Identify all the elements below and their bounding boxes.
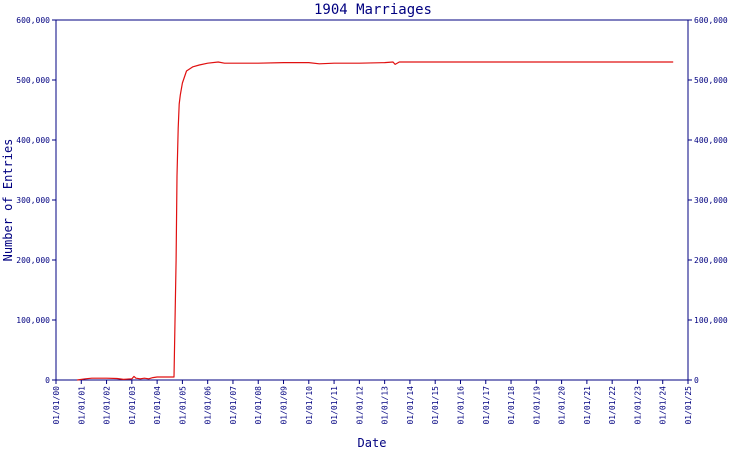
y-tick-label-right: 400,000 [694,136,728,145]
x-axis-label: Date [358,436,387,450]
x-tick-label: 01/01/09 [280,386,289,425]
y-tick-label-left: 200,000 [16,256,50,265]
y-tick-label-left: 500,000 [16,76,50,85]
x-tick-label: 01/01/14 [406,386,415,425]
y-tick-label-right: 600,000 [694,16,728,25]
y-tick-label-right: 300,000 [694,196,728,205]
x-tick-label: 01/01/01 [77,386,86,425]
y-tick-label-right: 500,000 [694,76,728,85]
y-tick-label-left: 100,000 [16,316,50,325]
x-tick-label: 01/01/18 [507,386,516,425]
x-tick-label: 01/01/15 [431,386,440,425]
x-tick-label: 01/01/00 [52,386,61,425]
x-tick-label: 01/01/03 [128,386,137,425]
x-tick-label: 01/01/13 [381,386,390,425]
x-tick-label: 01/01/11 [330,386,339,425]
x-tick-label: 01/01/04 [153,386,162,425]
y-tick-label-left: 600,000 [16,16,50,25]
x-tick-label: 01/01/24 [659,386,668,425]
y-tick-label-right: 100,000 [694,316,728,325]
y-tick-label-left: 0 [45,376,50,385]
x-tick-label: 01/01/21 [583,386,592,425]
x-tick-label: 01/01/02 [103,386,112,425]
plot-frame [55,19,689,381]
x-tick-label: 01/01/16 [456,386,465,425]
x-tick-label: 01/01/07 [229,386,238,425]
x-tick-label: 01/01/22 [608,386,617,425]
x-tick-label: 01/01/12 [355,386,364,425]
x-tick-label: 01/01/06 [204,386,213,425]
x-tick-label: 01/01/10 [305,386,314,425]
y-tick-label-right: 200,000 [694,256,728,265]
x-tick-label: 01/01/25 [684,386,693,425]
y-axis-label: Number of Entries [1,139,15,262]
x-tick-label: 01/01/19 [532,386,541,425]
x-tick-label: 01/01/08 [254,386,263,425]
plot-area: 0 0 100,000 100,000 200,000 200,000 300,000 300… [16,16,728,425]
series-line-entries [77,61,674,381]
x-tick-label: 01/01/20 [558,386,567,425]
y-tick-label-left: 400,000 [16,136,50,145]
x-tick-label: 01/01/23 [633,386,642,425]
x-tick-label: 01/01/05 [178,386,187,425]
y-tick-label-right: 0 [694,376,699,385]
x-tick-label: 01/01/17 [482,386,491,425]
y-tick-label-left: 300,000 [16,196,50,205]
chart-title: 1904 Marriages [314,2,432,18]
